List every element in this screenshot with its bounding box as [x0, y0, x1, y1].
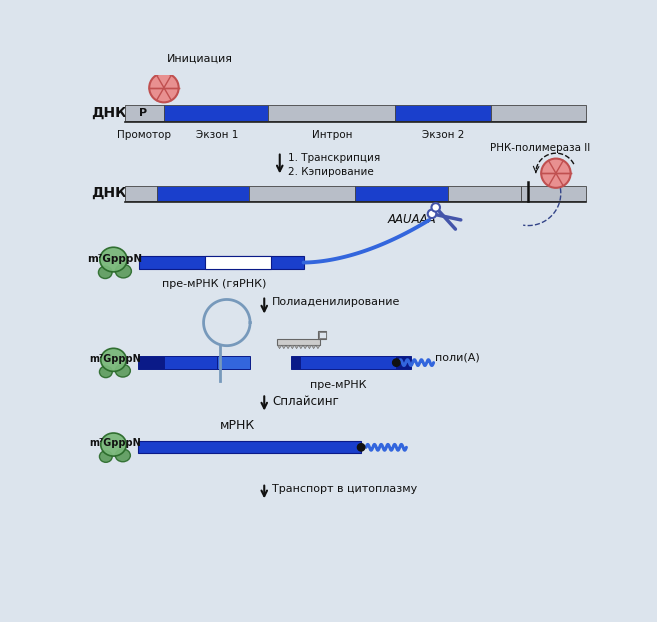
Circle shape [432, 203, 440, 211]
Ellipse shape [99, 451, 112, 462]
Text: Инициация: Инициация [167, 54, 233, 64]
Text: мРНК: мРНК [219, 419, 255, 432]
Polygon shape [286, 345, 290, 349]
Text: m⁷GpppN: m⁷GpppN [87, 254, 142, 264]
Circle shape [541, 159, 571, 188]
Polygon shape [316, 345, 320, 349]
Polygon shape [307, 345, 311, 349]
Bar [267, 106, 394, 121]
Text: ДНК: ДНК [91, 106, 127, 120]
Text: Полиаденилирование: Полиаденилирование [272, 297, 400, 307]
Bar [125, 185, 157, 201]
Polygon shape [282, 345, 286, 349]
Bar [164, 356, 217, 369]
Polygon shape [311, 345, 316, 349]
Bar [319, 332, 326, 338]
Bar [138, 356, 164, 369]
Ellipse shape [115, 449, 130, 462]
Text: Экзон 2: Экзон 2 [422, 130, 464, 140]
Text: пре-мРНК: пре-мРНК [310, 379, 367, 389]
Text: Промотор: Промотор [117, 130, 171, 140]
Text: Р: Р [139, 108, 147, 118]
Ellipse shape [101, 348, 126, 371]
Ellipse shape [99, 266, 112, 279]
Circle shape [149, 73, 179, 103]
Ellipse shape [101, 433, 126, 456]
Text: Транспорт в цитоплазму: Транспорт в цитоплазму [272, 485, 417, 494]
Text: m⁷GpppN: m⁷GpppN [89, 439, 141, 448]
Polygon shape [277, 345, 282, 349]
Bar [164, 106, 267, 121]
Bar [138, 441, 361, 453]
Circle shape [357, 443, 365, 451]
Text: ДНК: ДНК [91, 186, 127, 200]
Bar [290, 356, 300, 369]
Bar [300, 356, 396, 369]
Text: 1. Транскрипция
2. Кэпирование: 1. Транскрипция 2. Кэпирование [288, 153, 380, 177]
Bar [447, 185, 521, 201]
Polygon shape [303, 345, 307, 349]
Bar [139, 256, 304, 269]
Bar [394, 106, 491, 121]
Text: Экзон 1: Экзон 1 [196, 130, 238, 140]
Text: m⁷GpppN: m⁷GpppN [89, 354, 141, 364]
Text: Интрон: Интрон [312, 130, 353, 140]
Bar [355, 185, 447, 201]
Bar [396, 356, 411, 369]
Circle shape [393, 359, 400, 366]
Bar [491, 106, 586, 121]
Polygon shape [299, 345, 303, 349]
Polygon shape [318, 331, 327, 338]
Ellipse shape [115, 264, 131, 278]
Text: AAUAAA: AAUAAA [387, 213, 436, 226]
Bar [205, 256, 271, 269]
Text: поли(А): поли(А) [435, 353, 480, 363]
Text: РНК-полимераза II: РНК-полимераза II [490, 143, 590, 153]
Ellipse shape [115, 364, 130, 377]
Polygon shape [290, 345, 294, 349]
Polygon shape [294, 345, 299, 349]
Bar [217, 356, 250, 369]
Bar [249, 185, 355, 201]
Bar [277, 338, 320, 345]
Bar [157, 185, 249, 201]
Ellipse shape [99, 366, 112, 378]
Ellipse shape [100, 247, 127, 272]
Bar [521, 185, 586, 201]
Circle shape [428, 210, 436, 218]
Bar [125, 106, 164, 121]
Text: Сплайсинг: Сплайсинг [272, 395, 339, 408]
Text: пре-мРНК (гяРНК): пре-мРНК (гяРНК) [162, 279, 266, 289]
